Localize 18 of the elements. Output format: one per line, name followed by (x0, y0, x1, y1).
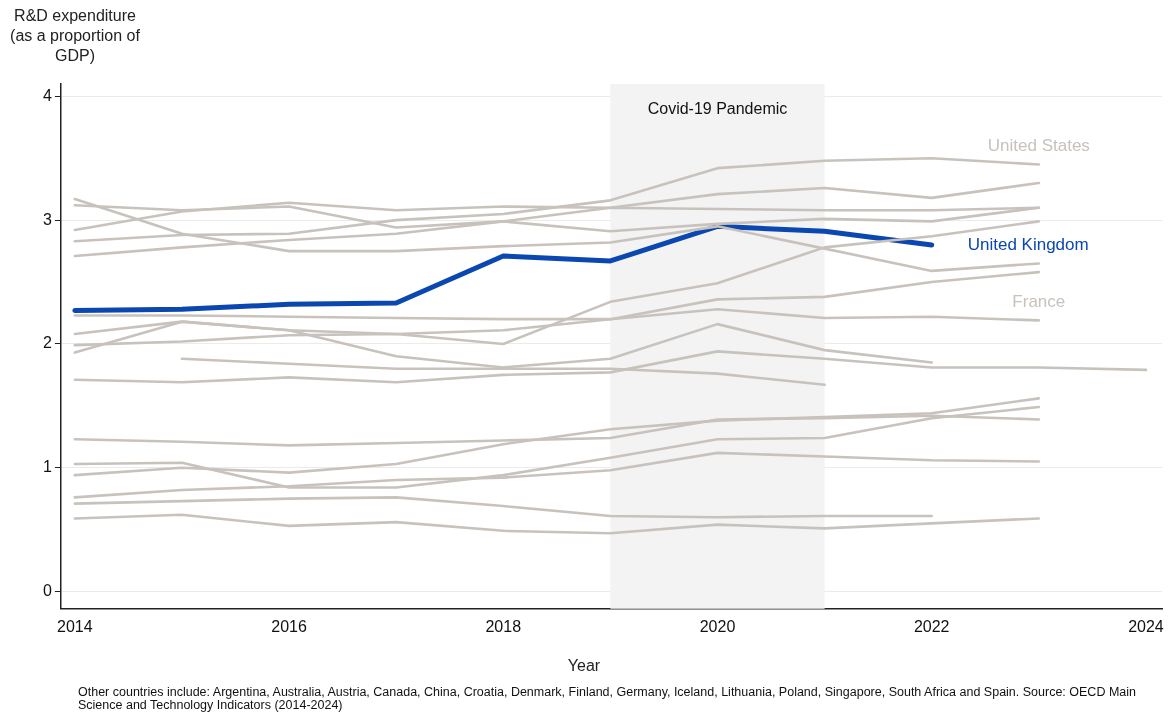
y-tick-label: 2 (42, 334, 52, 352)
x-axis-title: Year (566, 657, 602, 675)
text: United Kingdom (967, 234, 1089, 254)
y-tick-label: 3 (42, 210, 52, 228)
series-label: France (1012, 292, 1066, 312)
x-tick-label: 2018 (485, 617, 522, 635)
series-label: United States (987, 136, 1090, 156)
y-tick-label: 0 (42, 581, 52, 599)
x-tick-label: 2024 (1128, 617, 1164, 635)
y-tick-label: 4 (42, 86, 52, 104)
text: Other countries include: Argentina, Australia, Austria, Canada, China, Croatia, Denmark, Finland, Germany, Iceland, Lithuania, Poland, Singapore, South Africa and Spain. Source: OECD Main Science and Technology Indicators (2014-2024) (78, 685, 1137, 712)
x-tick-label: 2014 (57, 617, 93, 635)
x-tick-label: 2020 (699, 617, 736, 635)
y-axis-title: R&D expenditure (as a proportion of GDP) (9, 6, 141, 66)
band-label: Covid-19 Pandemic (647, 100, 788, 118)
x-tick-label: 2022 (913, 617, 950, 635)
x-tick-label: 2016 (271, 617, 307, 635)
y-tick-label: 1 (42, 458, 52, 476)
